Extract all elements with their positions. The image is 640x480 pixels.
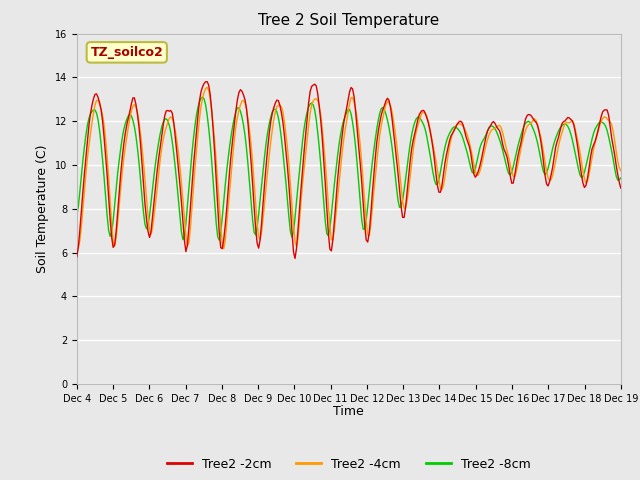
Tree2 -2cm: [264, 145, 271, 151]
Tree2 -4cm: [220, 246, 228, 252]
Line: Tree2 -2cm: Tree2 -2cm: [77, 82, 621, 258]
Text: TZ_soilco2: TZ_soilco2: [90, 46, 163, 59]
Tree2 -4cm: [314, 98, 321, 104]
Tree2 -8cm: [199, 94, 207, 100]
Tree2 -2cm: [314, 91, 321, 97]
Tree2 -4cm: [266, 152, 273, 158]
Tree2 -2cm: [589, 142, 597, 148]
Tree2 -4cm: [238, 98, 246, 104]
Tree2 -4cm: [204, 84, 211, 90]
Tree2 -2cm: [73, 254, 81, 260]
Line: Tree2 -4cm: Tree2 -4cm: [77, 87, 621, 249]
Tree2 -8cm: [617, 175, 625, 181]
Line: Tree2 -8cm: Tree2 -8cm: [77, 97, 621, 240]
Tree2 -8cm: [216, 237, 223, 243]
Tree2 -4cm: [73, 245, 81, 251]
Tree2 -8cm: [73, 213, 81, 218]
Tree2 -2cm: [291, 255, 299, 261]
Tree2 -4cm: [589, 147, 597, 153]
Tree2 -4cm: [617, 168, 625, 174]
Tree2 -8cm: [140, 210, 147, 216]
Tree2 -2cm: [237, 87, 244, 93]
Tree2 -2cm: [617, 185, 625, 191]
Tree2 -2cm: [140, 182, 147, 188]
Tree2 -8cm: [256, 196, 264, 202]
Y-axis label: Soil Temperature (C): Soil Temperature (C): [36, 144, 49, 273]
Tree2 -8cm: [314, 130, 321, 135]
Tree2 -2cm: [204, 79, 211, 84]
Tree2 -8cm: [589, 131, 597, 136]
Tree2 -8cm: [266, 121, 273, 127]
Tree2 -2cm: [255, 245, 262, 251]
Title: Tree 2 Soil Temperature: Tree 2 Soil Temperature: [258, 13, 440, 28]
Legend: Tree2 -2cm, Tree2 -4cm, Tree2 -8cm: Tree2 -2cm, Tree2 -4cm, Tree2 -8cm: [162, 453, 536, 476]
Tree2 -4cm: [140, 159, 147, 165]
Tree2 -4cm: [256, 237, 264, 242]
X-axis label: Time: Time: [333, 405, 364, 418]
Tree2 -8cm: [238, 114, 246, 120]
